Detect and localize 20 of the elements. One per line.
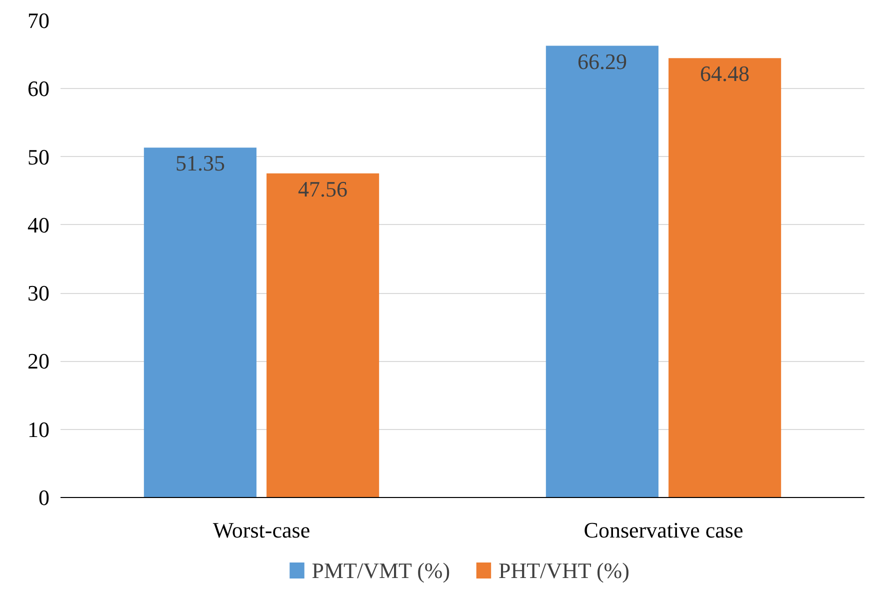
bar [546, 46, 658, 498]
data-label: 66.29 [577, 48, 627, 74]
data-label: 64.48 [700, 61, 750, 86]
y-tick-label: 40 [28, 212, 50, 238]
y-tick-label: 60 [28, 76, 50, 102]
y-tick-label: 30 [28, 280, 50, 306]
legend-label: PHT/VHT (%) [498, 558, 630, 583]
y-tick-label: 70 [28, 8, 50, 33]
y-tick-label: 20 [28, 348, 50, 374]
bar [266, 173, 380, 498]
x-tick-label: Worst-case [212, 518, 310, 542]
data-label: 47.56 [298, 176, 348, 202]
y-tick-label: 0 [38, 485, 50, 510]
bar [144, 148, 256, 498]
y-tick-label: 10 [28, 416, 50, 442]
y-tick-label: 50 [28, 144, 50, 170]
bar [668, 58, 782, 498]
data-label: 51.35 [175, 150, 225, 176]
x-tick-label: Conservative case [584, 518, 744, 542]
legend-label: PMT/VMT (%) [312, 558, 450, 583]
